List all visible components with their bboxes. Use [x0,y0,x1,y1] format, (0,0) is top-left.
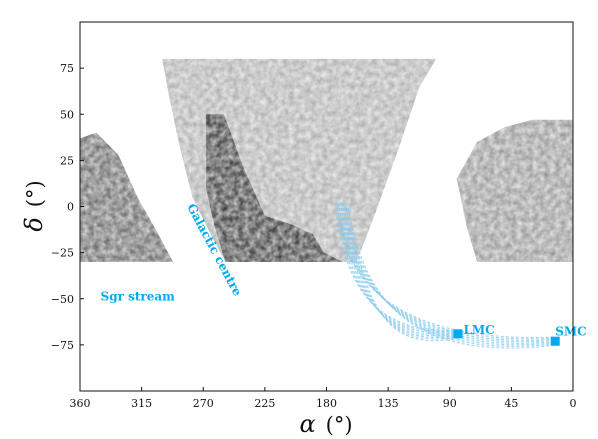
x-tick-label-360: 360 [70,397,91,410]
footprint-left [80,132,174,262]
x-tick-label-45: 45 [504,397,518,410]
y-axis-unit: (°) [23,180,47,207]
x-tick-label-225: 225 [254,397,275,410]
orbit-track-lmc-8 [347,202,459,342]
x-axis-label: α (°) [299,410,352,438]
dense-band [206,114,343,262]
x-axis-unit: (°) [326,413,353,437]
orbit-track-smc-8 [347,202,556,349]
sgr-stream-label: Sgr stream [101,290,176,304]
x-tick-label-180: 180 [316,397,337,410]
y-axis-ticks: 75 50 25 0 −25 −50 −75 [51,62,84,352]
y-tick-label-50: 50 [60,108,74,121]
y-tick-label-0: 0 [67,201,74,214]
orbit-track-lmc-5 [341,202,459,337]
y-axis-symbol: δ [20,217,48,231]
footprint-right [456,119,573,262]
orbit-track-smc-6 [343,202,556,346]
x-tick-label-90: 90 [443,397,457,410]
orbit-track-lmc-7 [345,202,459,340]
x-axis-symbol: α [299,410,315,438]
y-axis-label: δ (°) [20,180,48,231]
y-tick-label-minus-25: −25 [51,247,74,260]
lmc-label: LMC [463,323,494,337]
x-axis-ticks: 360 315 270 225 180 135 90 45 0 [70,387,577,410]
x-tick-label-135: 135 [378,397,399,410]
orbit-track-lmc-2 [336,202,459,333]
orbit-track-smc-7 [345,202,556,347]
x-tick-label-270: 270 [193,397,214,410]
orbit-track-smc-3 [338,202,556,341]
x-tick-label-0: 0 [570,397,577,410]
satellite-markers [453,329,560,346]
y-tick-label-minus-50: −50 [51,293,74,306]
smc-marker [550,336,560,346]
y-tick-label-25: 25 [60,154,74,167]
orbit-tracks [335,202,556,349]
y-tick-label-minus-75: −75 [51,339,74,352]
x-tick-label-315: 315 [131,397,152,410]
lmc-marker [453,329,463,339]
density-regions [80,58,573,262]
y-tick-label-75: 75 [60,62,74,75]
smc-label: SMC [555,325,587,339]
orbit-track-smc-5 [341,202,556,344]
